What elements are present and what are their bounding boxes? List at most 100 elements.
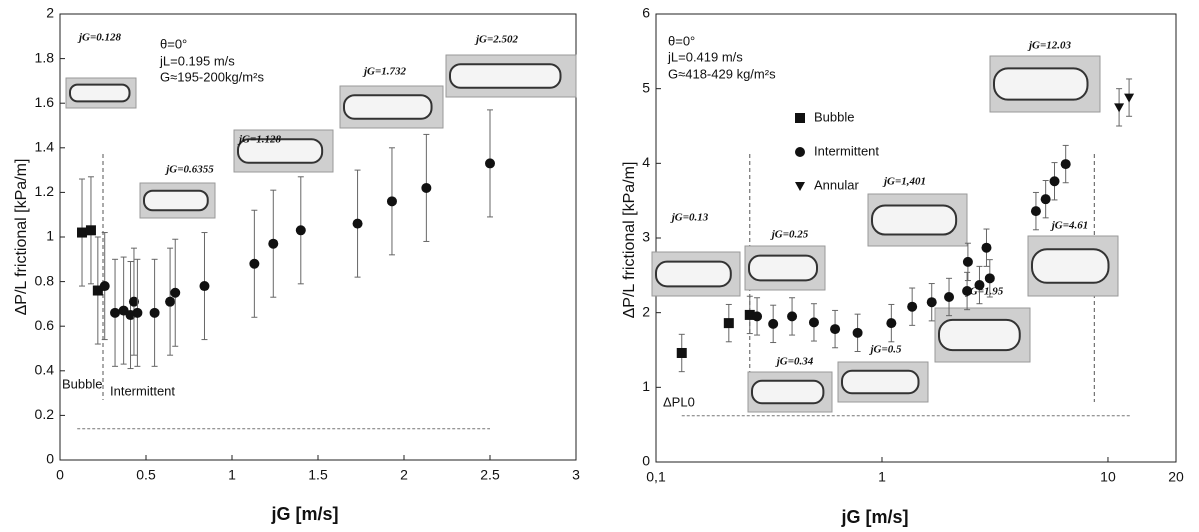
y-tick-label: 2 — [642, 303, 650, 319]
marker — [744, 309, 755, 320]
flow-photo-bubble — [748, 254, 818, 282]
marker — [1124, 93, 1135, 103]
annotation: θ=0° — [668, 33, 695, 48]
y-tick-label: 1.2 — [35, 183, 55, 199]
marker — [768, 318, 779, 329]
y-tick-label: 4 — [642, 154, 650, 170]
marker — [795, 113, 805, 123]
marker — [926, 297, 937, 308]
marker — [962, 286, 973, 297]
x-tick-label: 3 — [572, 467, 580, 483]
x-axis-title: jG [m/s] — [270, 504, 338, 524]
marker — [1030, 206, 1041, 217]
marker — [830, 324, 841, 335]
marker — [128, 296, 139, 307]
annotation: jL=0.419 m/s — [667, 49, 743, 64]
legend-label: Bubble — [814, 109, 854, 124]
marker — [723, 318, 734, 329]
marker — [1114, 103, 1125, 113]
photo-label: jG=4.61 — [1050, 220, 1089, 232]
marker — [1060, 159, 1071, 170]
x-tick-label: 0 — [56, 467, 64, 483]
x-tick-label: 1 — [878, 469, 886, 485]
y-tick-label: 2 — [46, 5, 54, 21]
photo-label: jG=0.25 — [770, 229, 809, 241]
marker — [795, 182, 805, 191]
marker — [852, 327, 863, 338]
region-label: Bubble — [62, 376, 102, 391]
y-tick-label: 5 — [642, 79, 650, 95]
photo-label: jG=1,401 — [882, 176, 926, 188]
legend-label: Annular — [814, 177, 859, 192]
x-tick-label: 1 — [228, 467, 236, 483]
x-tick-label: 0.5 — [136, 467, 156, 483]
annotation: jL=0.195 m/s — [159, 53, 235, 68]
y-tick-label: 3 — [642, 229, 650, 245]
marker — [386, 196, 397, 207]
marker — [268, 238, 279, 249]
y-tick-label: 0 — [642, 453, 650, 469]
flow-photo-bubble — [449, 63, 562, 89]
photo-label: jG=0.5 — [868, 344, 902, 356]
x-tick-label: 2.5 — [480, 467, 500, 483]
photo-label: jG=1.732 — [362, 66, 407, 78]
marker — [984, 273, 995, 284]
y-axis-title: ΔP/L frictional [kPa/m] — [13, 159, 30, 316]
marker — [170, 287, 181, 298]
marker — [944, 291, 955, 302]
y-tick-label: 0.6 — [35, 317, 55, 333]
marker — [981, 242, 992, 253]
marker — [421, 182, 432, 193]
y-tick-label: 0.2 — [35, 406, 55, 422]
marker — [795, 147, 805, 157]
x-axis-title: jG [m/s] — [840, 507, 908, 527]
marker — [199, 281, 210, 292]
annotation: G≈195-200kg/m²s — [160, 69, 264, 84]
marker — [295, 225, 306, 236]
x-tick-label: 10 — [1100, 469, 1116, 485]
flow-photo-bubble — [871, 204, 958, 236]
photo-label: jG=2.502 — [474, 34, 519, 46]
marker — [249, 258, 260, 269]
marker — [808, 317, 819, 328]
y-tick-label: 1 — [46, 228, 54, 244]
marker — [1049, 176, 1060, 187]
photo-label: jG=1.128 — [237, 134, 282, 146]
annotation: θ=0° — [160, 36, 187, 51]
x-tick-label: 0,1 — [646, 469, 666, 485]
flow-photo-bubble — [993, 67, 1089, 101]
photo-label: jG=0.6355 — [164, 164, 214, 176]
marker — [1040, 194, 1051, 205]
photo-label: jG=1.95 — [965, 286, 1004, 298]
flow-photo-bubble — [237, 138, 324, 164]
flow-photo-bubble — [751, 379, 825, 405]
marker — [907, 301, 918, 312]
y-tick-label: 1.6 — [35, 94, 55, 110]
y-tick-label: 0.4 — [35, 362, 55, 378]
flow-photo-bubble — [343, 94, 433, 120]
x-tick-label: 2 — [400, 467, 408, 483]
y-tick-label: 0.8 — [35, 272, 55, 288]
marker — [99, 281, 110, 292]
flow-photo-bubble — [143, 189, 209, 212]
marker — [974, 280, 985, 291]
annotation: ΔPL0 — [663, 394, 695, 409]
marker — [149, 307, 160, 318]
y-tick-label: 1 — [642, 378, 650, 394]
x-tick-label: 1.5 — [308, 467, 328, 483]
marker — [352, 218, 363, 229]
flow-photo-bubble — [841, 369, 920, 395]
marker — [752, 311, 763, 322]
y-tick-label: 1.8 — [35, 49, 55, 65]
marker — [787, 311, 798, 322]
flow-photo-bubble — [1031, 248, 1110, 284]
marker — [132, 307, 143, 318]
photo-label: jG=0.34 — [775, 356, 814, 368]
photo-label: jG=0.128 — [77, 32, 122, 44]
y-tick-label: 6 — [642, 5, 650, 21]
marker — [85, 225, 96, 236]
y-tick-label: 0 — [46, 451, 54, 467]
marker — [676, 347, 687, 358]
